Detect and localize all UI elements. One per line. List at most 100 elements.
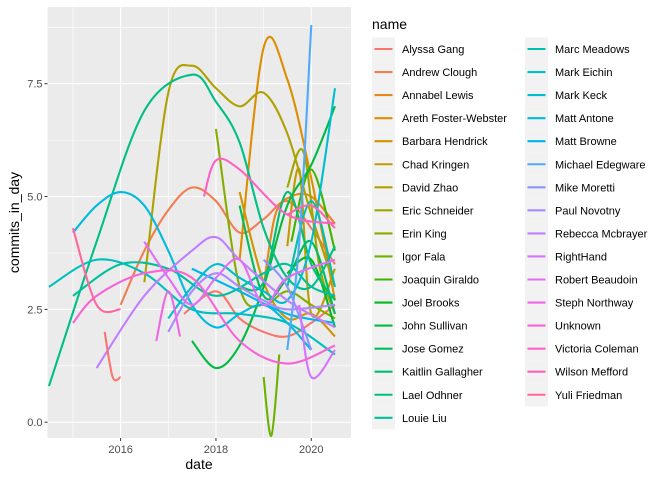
series-line [286, 204, 336, 229]
legend-title: name [372, 16, 407, 32]
legend-label: Rebecca Mcbrayer [555, 228, 648, 240]
legend-label: Areth Foster-Webster [402, 113, 507, 125]
x-axis: 2016 2018 2020 [108, 438, 324, 456]
legend-item: Erin King [372, 221, 447, 245]
legend-label: Joel Brooks [402, 298, 460, 310]
y-tick-label: 0.0 [27, 417, 42, 429]
legend-label: Joaquin Giraldo [402, 275, 479, 287]
legend-label: Jose Gomez [402, 344, 464, 356]
legend-item: Paul Novotny [525, 198, 621, 222]
series-line [202, 157, 336, 225]
legend-item: Joaquin Giraldo [372, 268, 479, 291]
legend-label: Eric Schneider [402, 205, 474, 217]
legend-label: Igor Fala [402, 251, 446, 263]
series-line [183, 290, 336, 338]
x-tick-label: 2018 [204, 444, 228, 456]
legend-item: Wilson Mefford [525, 360, 628, 384]
legend-item: Annabel Lewis [372, 83, 474, 107]
legend-label: Louie Liu [402, 413, 447, 425]
legend-label: Chad Kringen [402, 159, 469, 171]
legend-label: David Zhao [402, 182, 458, 194]
legend-label: Andrew Clough [402, 67, 477, 79]
y-tick-label: 5.0 [27, 192, 42, 204]
legend-label: Yuli Friedman [555, 390, 622, 402]
legend-item: Mark Keck [525, 83, 607, 107]
legend-item: Unknown [525, 314, 601, 338]
legend-label: Erin King [402, 228, 447, 240]
legend-item: Alyssa Gang [372, 37, 464, 61]
y-tick-label: 2.5 [27, 304, 42, 316]
y-tick-label: 7.5 [27, 79, 42, 91]
legend-label: Lael Odhner [402, 390, 463, 402]
legend-item: John Sullivan [372, 314, 467, 338]
legend-item: Yuli Friedman [525, 383, 622, 407]
legend-item: Robert Beaudoin [525, 268, 638, 291]
legend-item: Eric Schneider [372, 198, 474, 222]
x-axis-title: date [185, 456, 212, 472]
series-line [167, 272, 336, 333]
series-line [262, 354, 281, 437]
series-line [47, 73, 336, 387]
legend-item: Louie Liu [372, 406, 447, 430]
series-line [286, 24, 313, 351]
legend-label: Mark Eichin [555, 67, 612, 79]
legend-item: Lael Odhner [372, 383, 463, 407]
legend-label: Alyssa Gang [402, 44, 464, 56]
legend-item: Andrew Clough [372, 60, 477, 84]
plot-panel [47, 7, 351, 438]
legend: Alyssa Gang Andrew Clough Annabel Lewis Are… [372, 37, 648, 430]
legend-label: Unknown [555, 321, 601, 333]
legend-item: David Zhao [372, 175, 458, 199]
series-line [298, 304, 336, 380]
x-tick-label: 2016 [108, 444, 132, 456]
series-line [262, 259, 313, 351]
legend-item: Mark Eichin [525, 60, 612, 84]
legend-label: Robert Beaudoin [555, 275, 638, 287]
legend-item: Marc Meadows [525, 37, 630, 61]
legend-label: Mark Keck [555, 90, 607, 102]
series-line [155, 290, 182, 342]
legend-item: Joel Brooks [372, 291, 460, 315]
legend-label: Michael Edegware [555, 159, 646, 171]
legend-item: RightHand [525, 244, 607, 268]
series-line [290, 168, 336, 252]
legend-label: Paul Novotny [555, 205, 621, 217]
legend-label: Mike Moretti [555, 182, 615, 194]
series-line [191, 105, 336, 370]
series-line [95, 235, 336, 369]
legend-label: Kaitlin Gallagher [402, 367, 483, 379]
legend-item: Igor Fala [372, 244, 446, 268]
series-lines [47, 24, 337, 437]
series-line [191, 267, 336, 324]
legend-item: Michael Edegware [525, 152, 646, 176]
series-line [143, 241, 336, 306]
series-line [103, 331, 122, 382]
legend-label: Matt Browne [555, 136, 617, 148]
legend-label: Steph Northway [555, 298, 634, 310]
legend-item: Matt Browne [525, 129, 617, 153]
series-line [286, 148, 336, 315]
y-axis: 0.0 2.5 5.0 7.5 [27, 79, 48, 429]
series-line [143, 63, 336, 288]
legend-item: Victoria Coleman [525, 337, 639, 361]
legend-label: Victoria Coleman [555, 344, 639, 356]
series-line [72, 269, 336, 365]
legend-item: Rebecca Mcbrayer [525, 221, 648, 245]
legend-label: RightHand [555, 251, 607, 263]
legend-label: Wilson Mefford [555, 367, 628, 379]
minor-gridlines [47, 7, 351, 438]
legend-item: Jose Gomez [372, 337, 464, 361]
legend-label: Barbara Hendrick [402, 136, 488, 148]
legend-item: Steph Northway [525, 291, 634, 315]
legend-item: Matt Antone [525, 106, 614, 130]
legend-label: John Sullivan [402, 321, 467, 333]
legend-item: Barbara Hendrick [372, 129, 488, 153]
legend-item: Areth Foster-Webster [372, 106, 507, 130]
legend-label: Matt Antone [555, 113, 614, 125]
legend-label: Annabel Lewis [402, 90, 474, 102]
legend-item: Kaitlin Gallagher [372, 360, 483, 384]
series-line [71, 227, 121, 314]
legend-label: Marc Meadows [555, 44, 630, 56]
legend-item: Mike Moretti [525, 175, 615, 199]
